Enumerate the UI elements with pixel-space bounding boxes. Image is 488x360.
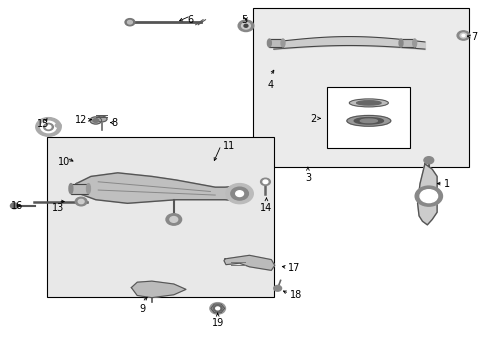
Circle shape bbox=[263, 180, 267, 184]
Text: 17: 17 bbox=[288, 263, 300, 273]
Polygon shape bbox=[224, 255, 274, 270]
Circle shape bbox=[209, 303, 225, 314]
Text: 2: 2 bbox=[310, 114, 316, 124]
Text: 6: 6 bbox=[187, 15, 194, 25]
Ellipse shape bbox=[356, 101, 380, 105]
Polygon shape bbox=[417, 164, 436, 225]
Ellipse shape bbox=[86, 184, 90, 194]
Circle shape bbox=[127, 21, 132, 24]
Bar bbox=[400, 39, 414, 47]
Text: 3: 3 bbox=[304, 173, 310, 183]
Ellipse shape bbox=[96, 116, 107, 122]
Circle shape bbox=[75, 197, 87, 206]
Circle shape bbox=[260, 178, 270, 185]
Circle shape bbox=[235, 191, 243, 197]
Bar bbox=[269, 39, 283, 47]
Text: 14: 14 bbox=[260, 203, 272, 213]
Circle shape bbox=[225, 184, 253, 204]
Bar bbox=[400, 39, 414, 47]
Text: 15: 15 bbox=[38, 119, 50, 129]
Circle shape bbox=[456, 31, 469, 40]
Text: 13: 13 bbox=[52, 203, 64, 213]
Text: 12: 12 bbox=[75, 115, 87, 125]
Circle shape bbox=[215, 307, 219, 310]
Polygon shape bbox=[76, 173, 244, 203]
Circle shape bbox=[46, 125, 51, 129]
Ellipse shape bbox=[90, 117, 102, 124]
Bar bbox=[71, 184, 88, 194]
Bar bbox=[327, 87, 409, 148]
Ellipse shape bbox=[412, 39, 416, 47]
Bar bbox=[269, 39, 283, 47]
Ellipse shape bbox=[360, 119, 377, 123]
Circle shape bbox=[125, 19, 135, 26]
Ellipse shape bbox=[281, 39, 285, 47]
Ellipse shape bbox=[55, 124, 61, 127]
Circle shape bbox=[41, 121, 56, 133]
Text: 5: 5 bbox=[241, 15, 247, 25]
Text: 19: 19 bbox=[211, 318, 224, 328]
Ellipse shape bbox=[348, 99, 387, 107]
Circle shape bbox=[423, 157, 433, 164]
Bar bbox=[253, 8, 468, 167]
Circle shape bbox=[238, 20, 253, 32]
Circle shape bbox=[461, 35, 464, 37]
Text: 10: 10 bbox=[58, 157, 70, 167]
Text: 9: 9 bbox=[139, 304, 145, 314]
Ellipse shape bbox=[353, 118, 383, 124]
Polygon shape bbox=[131, 281, 185, 298]
Circle shape bbox=[273, 285, 281, 291]
Circle shape bbox=[241, 23, 250, 29]
Circle shape bbox=[43, 123, 53, 131]
Ellipse shape bbox=[69, 184, 73, 194]
Circle shape bbox=[230, 187, 248, 200]
Bar bbox=[71, 184, 88, 194]
Ellipse shape bbox=[267, 39, 271, 47]
Text: 16: 16 bbox=[11, 201, 23, 211]
Ellipse shape bbox=[346, 116, 390, 126]
Text: 7: 7 bbox=[470, 32, 476, 41]
Circle shape bbox=[10, 203, 18, 209]
Text: 18: 18 bbox=[289, 290, 302, 300]
Circle shape bbox=[36, 118, 61, 136]
Circle shape bbox=[419, 190, 437, 203]
Text: 1: 1 bbox=[444, 179, 449, 189]
Text: 8: 8 bbox=[112, 118, 118, 128]
Circle shape bbox=[459, 33, 466, 38]
Circle shape bbox=[414, 186, 442, 206]
Text: 4: 4 bbox=[267, 80, 273, 90]
Circle shape bbox=[213, 305, 222, 312]
Text: 11: 11 bbox=[222, 141, 234, 151]
Circle shape bbox=[169, 217, 177, 222]
Ellipse shape bbox=[398, 39, 402, 47]
Circle shape bbox=[244, 24, 247, 27]
Circle shape bbox=[78, 199, 84, 204]
Circle shape bbox=[165, 214, 181, 225]
Bar bbox=[47, 137, 273, 297]
Ellipse shape bbox=[93, 119, 99, 122]
